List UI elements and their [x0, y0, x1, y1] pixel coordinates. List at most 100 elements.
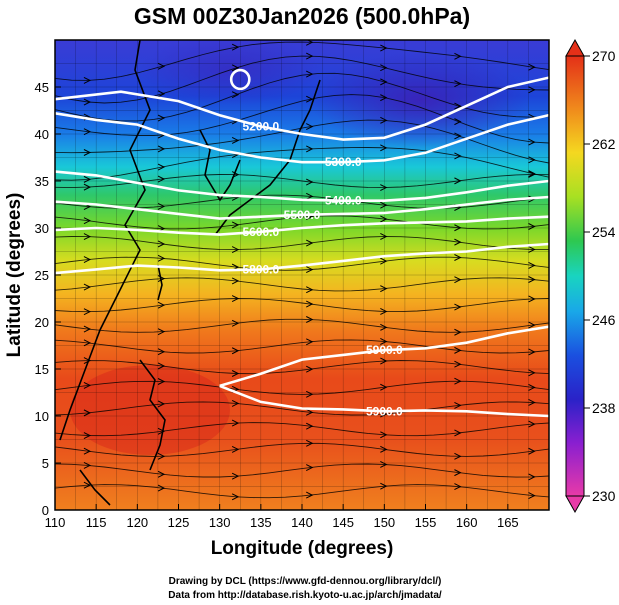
streamline-arrow: [380, 144, 388, 152]
streamline-arrow: [528, 63, 536, 71]
streamline-arrow: [306, 408, 314, 416]
streamline-arrow: [306, 439, 314, 447]
colorbar-tick-label: 262: [592, 136, 616, 152]
streamline-arrow: [528, 276, 536, 283]
y-tick-label: 40: [35, 127, 49, 142]
streamline-arrow: [306, 52, 314, 60]
streamline-arrow: [380, 215, 388, 223]
height-contours: 5200.0 5300.0 5400.0 5500.0 5600.0 5800.0 5900…: [55, 68, 549, 418]
streamline-arrow: [83, 339, 92, 347]
y-tick-label: 25: [35, 268, 49, 283]
streamline: [55, 422, 549, 437]
streamline-arrow: [83, 76, 92, 84]
streamline-arrow: [83, 461, 92, 469]
plot-area: 5200.0 5300.0 5400.0 5500.0 5600.0 5800.0 5900…: [55, 40, 549, 510]
streamline-arrow: [157, 348, 166, 356]
contour-label: 5500.0: [284, 208, 321, 222]
streamline-arrow: [157, 145, 166, 153]
streamline-arrow: [454, 346, 462, 354]
x-tick-label: 110: [45, 515, 66, 530]
x-tick-label: 155: [415, 515, 437, 530]
cold-core-northeast: [310, 52, 530, 148]
streamline-arrow: [231, 319, 240, 327]
streamline-arrow: [454, 224, 462, 232]
colorbar-tick-label: 254: [592, 224, 616, 240]
y-axis-label: Latitude (degrees): [4, 193, 25, 358]
streamline-arrow: [157, 378, 166, 385]
x-tick-label: 125: [168, 515, 190, 530]
streamlines: [55, 40, 549, 501]
x-tick-label: 145: [332, 515, 354, 530]
figure-title: GSM 00Z30Jan2026 (500.0hPa): [134, 3, 470, 29]
streamline-arrow: [528, 399, 536, 406]
streamline-arrow: [454, 303, 462, 311]
streamline-arrow: [231, 137, 240, 144]
streamline-arrow: [380, 357, 388, 365]
streamline-arrow: [157, 470, 166, 478]
streamline-arrow: [380, 323, 388, 331]
streamline-arrow: [380, 44, 388, 52]
streamline: [55, 298, 549, 313]
colorbar-gradient: [565, 55, 585, 497]
streamline-arrow: [528, 223, 536, 230]
streamline: [55, 318, 549, 333]
streamline-arrow: [306, 300, 314, 308]
coastline-philippines: [139, 359, 166, 471]
coastline-china: [59, 40, 151, 441]
streamline-arrow: [380, 308, 388, 315]
streamline-arrow: [380, 184, 388, 192]
streamline-arrow: [83, 325, 92, 333]
colorbar-tick-label: 230: [592, 488, 616, 504]
streamline-arrow: [157, 114, 166, 122]
y-tick-label: 20: [35, 315, 49, 330]
streamline-arrow: [306, 338, 314, 346]
x-axis-label: Longitude (degrees): [211, 538, 394, 559]
height-contour-5200.0: [55, 76, 549, 141]
streamline-arrow: [306, 70, 314, 78]
streamline-arrow: [83, 175, 92, 183]
streamline-arrow: [528, 447, 536, 455]
streamline-arrow: [454, 118, 462, 126]
streamline-arrow: [83, 432, 92, 439]
streamline-arrow: [528, 86, 536, 94]
streamline-arrow: [528, 170, 536, 178]
streamline-arrow: [380, 78, 388, 86]
streamline-arrow: [306, 365, 314, 373]
streamline-arrow: [306, 422, 314, 430]
streamline-arrow: [83, 283, 92, 291]
streamline-arrow: [231, 43, 240, 51]
streamline-arrow: [380, 233, 388, 240]
streamline-arrow: [83, 183, 92, 191]
streamline-arrow: [157, 62, 166, 70]
credit-drawing: Drawing by DCL (https://www.gfd-dennou.o…: [169, 576, 442, 587]
streamline-arrow: [380, 431, 388, 439]
contour-label: 5300.0: [325, 155, 362, 169]
streamline-arrow: [231, 493, 240, 501]
streamline-arrow: [231, 91, 240, 99]
streamline-arrow: [380, 461, 388, 468]
streamline-arrow: [528, 156, 536, 164]
streamline-arrow: [83, 308, 92, 316]
y-axis: 0 5 10 15 20 25 30 35 40 45: [35, 80, 61, 518]
streamline: [55, 256, 549, 271]
coastline-borneo: [79, 469, 111, 506]
colorbar-max-arrow: [565, 38, 585, 57]
y-tick-label: 10: [35, 409, 49, 424]
height-contour-5600.0: [55, 215, 549, 236]
streamline: [55, 277, 549, 292]
streamline-arrow: [306, 491, 314, 499]
credit-data: Data from http://database.rish.kyoto-u.a…: [168, 590, 442, 601]
streamline: [55, 484, 549, 499]
height-contour-5900.0: [219, 325, 549, 388]
warm-core-south: [70, 365, 230, 455]
streamline-arrow: [83, 357, 92, 365]
streamline-arrow: [454, 132, 462, 140]
streamline-arrow: [454, 401, 462, 409]
streamline-arrow: [528, 321, 536, 329]
coastline-taiwan: [157, 264, 163, 301]
streamline-arrow: [380, 64, 388, 72]
height-contour-5300.0: [55, 112, 549, 164]
streamline: [55, 380, 549, 395]
streamline-arrow: [83, 217, 92, 225]
streamline-arrow: [454, 152, 462, 160]
